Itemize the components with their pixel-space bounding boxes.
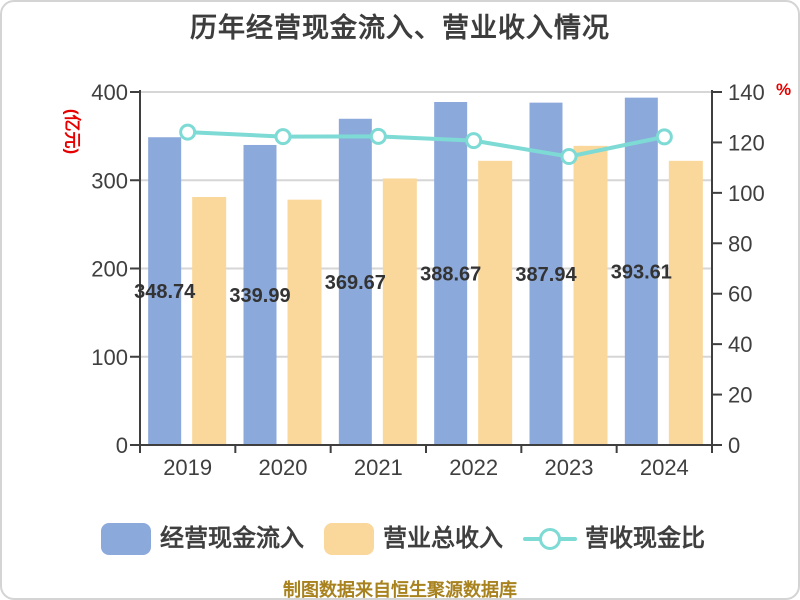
- bar-revenue-2022: [478, 160, 513, 445]
- ratio-marker-2024: [655, 128, 673, 146]
- legend-label-ratio: 营收现金比: [585, 525, 705, 552]
- data-label-cash-2020: 339.99: [229, 285, 290, 307]
- x-axis-label-2020: 2020: [259, 455, 308, 480]
- footer-source-note: 制图数据来自恒生聚源数据库: [283, 580, 517, 600]
- legend-marker-ratio-icon: [539, 528, 561, 550]
- left-axis-tick-label: 200: [91, 257, 128, 282]
- right-axis-tick-label: 40: [728, 332, 752, 357]
- right-axis-unit-label: %: [776, 80, 792, 99]
- x-axis-label-2024: 2024: [640, 455, 689, 480]
- bar-cash-2021: [338, 118, 372, 445]
- bar-revenue-2023: [573, 145, 608, 445]
- right-axis-tick-label: 60: [728, 282, 752, 307]
- data-label-cash-2022: 388.67: [420, 263, 481, 285]
- right-axis-tick-label: 120: [728, 130, 765, 155]
- ratio-marker-2021: [369, 127, 387, 145]
- right-axis-tick-label: 100: [728, 181, 765, 206]
- bar-cash-2024: [624, 97, 658, 446]
- ratio-line: [185, 130, 667, 159]
- bar-revenue-2024: [668, 160, 703, 445]
- bar-cash-2023: [529, 102, 563, 446]
- right-axis-tick-label: 140: [728, 80, 765, 105]
- bar-cash-2019: [148, 137, 182, 446]
- ratio-marker-2020: [274, 128, 292, 146]
- legend-swatch-cash: [101, 523, 151, 555]
- legend-label-cash: 经营现金流入: [160, 525, 304, 552]
- legend-swatch-revenue: [324, 523, 374, 555]
- left-axis-tick-label: 400: [91, 80, 128, 105]
- legend-label-revenue: 营业总收入: [383, 525, 503, 552]
- x-axis-label-2022: 2022: [449, 455, 498, 480]
- legend: 经营现金流入 营业总收入 营收现金比: [2, 502, 798, 562]
- data-label-cash-2021: 369.67: [325, 272, 386, 294]
- left-axis-tick-label: 300: [91, 168, 128, 193]
- left-axis-tick-label: 100: [91, 345, 128, 370]
- bar-revenue-2019: [192, 197, 227, 445]
- right-axis-tick-label: 20: [728, 383, 752, 408]
- data-label-cash-2023: 387.94: [515, 264, 577, 286]
- chart-title: 历年经营现金流入、营业收入情况: [190, 13, 610, 43]
- ratio-marker-2022: [465, 132, 483, 150]
- data-label-cash-2024: 393.61: [611, 261, 672, 283]
- data-label-cash-2019: 348.74: [134, 281, 196, 303]
- bar-revenue-2021: [382, 178, 417, 446]
- left-axis-tick-label: 0: [116, 433, 128, 458]
- x-axis-label-2019: 2019: [163, 455, 212, 480]
- ratio-marker-2023: [560, 148, 578, 166]
- bar-cash-2022: [434, 101, 468, 446]
- x-axis-label-2023: 2023: [545, 455, 594, 480]
- bar-cash-2020: [243, 144, 277, 445]
- bar-revenue-2020: [287, 199, 322, 445]
- x-axis-label-2021: 2021: [354, 455, 403, 480]
- right-axis-tick-label: 0: [728, 433, 740, 458]
- ratio-marker-2019: [179, 123, 197, 141]
- right-axis-tick-label: 80: [728, 231, 752, 256]
